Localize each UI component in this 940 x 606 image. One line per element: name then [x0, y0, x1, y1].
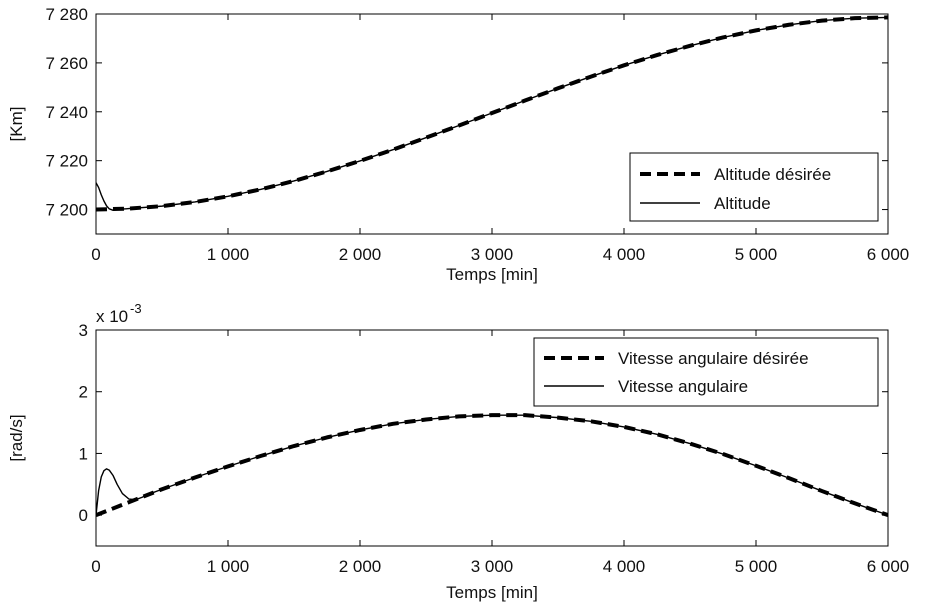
legend-entry-altitude: Altitude — [714, 194, 771, 213]
legend: Vitesse angulaire désirée Vitesse angula… — [533, 337, 879, 407]
y-tick-label: 7 280 — [45, 5, 88, 24]
y-axis-label: [rad/s] — [7, 414, 26, 461]
y-tick-label: 7 240 — [45, 103, 88, 122]
x-tick-label: 5 000 — [735, 557, 778, 576]
multiplier-base: x 10 — [96, 307, 128, 326]
y-tick-label: 0 — [79, 506, 88, 525]
legend-box — [629, 152, 879, 222]
y-tick-label: 2 — [79, 383, 88, 402]
x-tick-label: 3 000 — [471, 245, 514, 264]
series-line-actual — [96, 16, 888, 211]
x-axis-label: Temps [min] — [446, 583, 538, 602]
y-tick-label: 1 — [79, 444, 88, 463]
x-axis-ticks: 0 1 000 2 000 3 000 4 000 5 000 6 000 — [91, 14, 909, 264]
x-tick-label: 6 000 — [867, 557, 910, 576]
x-tick-label: 2 000 — [339, 557, 382, 576]
series-layer — [96, 15, 888, 212]
x-tick-label: 2 000 — [339, 245, 382, 264]
multiplier-exponent: -3 — [130, 301, 142, 316]
x-tick-label: 1 000 — [207, 245, 250, 264]
x-axis-ticks: 0 1 000 2 000 3 000 4 000 5 000 6 000 — [91, 330, 909, 576]
series-line-actual — [96, 414, 888, 516]
y-tick-label: 7 200 — [45, 201, 88, 220]
x-tick-label: 1 000 — [207, 557, 250, 576]
x-tick-label: 3 000 — [471, 557, 514, 576]
x-tick-label: 0 — [91, 245, 100, 264]
x-tick-label: 4 000 — [603, 557, 646, 576]
x-axis-label: Temps [min] — [446, 265, 538, 284]
legend-entry-vitesse: Vitesse angulaire — [618, 377, 748, 396]
y-axis-ticks: 7 200 7 220 7 240 7 260 7 280 — [45, 5, 888, 220]
angular-speed-plot: 0 1 000 2 000 3 000 4 000 5 000 6 000 0 1 2 3 Tem… — [7, 301, 909, 602]
legend-entry-vitesse-desiree: Vitesse angulaire désirée — [618, 349, 809, 368]
x-tick-label: 5 000 — [735, 245, 778, 264]
y-axis-ticks: 0 1 2 3 — [79, 321, 888, 525]
series-layer — [96, 413, 888, 518]
legend: Altitude désirée Altitude — [629, 152, 879, 222]
legend-entry-altitude-desiree: Altitude désirée — [714, 165, 831, 184]
y-axis-label: [Km] — [7, 107, 26, 142]
y-axis-multiplier: x 10 -3 — [96, 301, 142, 326]
y-tick-label: 3 — [79, 321, 88, 340]
x-tick-label: 4 000 — [603, 245, 646, 264]
x-tick-label: 6 000 — [867, 245, 910, 264]
x-tick-label: 0 — [91, 557, 100, 576]
legend-box — [533, 337, 879, 407]
y-tick-label: 7 260 — [45, 54, 88, 73]
y-tick-label: 7 220 — [45, 152, 88, 171]
